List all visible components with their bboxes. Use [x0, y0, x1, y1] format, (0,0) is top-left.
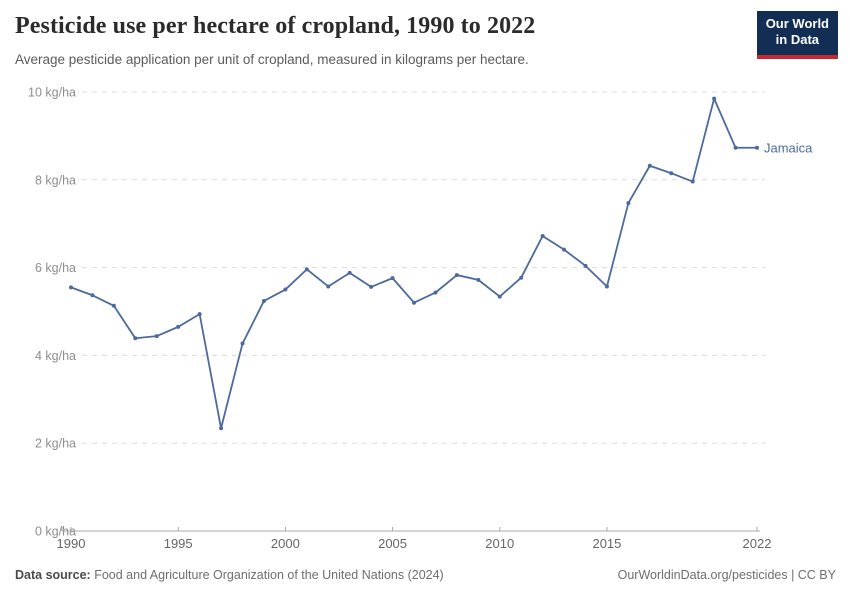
- owid-logo[interactable]: Our World in Data: [756, 11, 838, 59]
- page-subtitle: Average pesticide application per unit o…: [15, 52, 529, 67]
- series-end-label[interactable]: Jamaica: [764, 140, 813, 155]
- data-point-marker[interactable]: [604, 284, 609, 289]
- data-point-marker[interactable]: [583, 263, 588, 268]
- logo-line2: in Data: [775, 32, 820, 48]
- y-axis-tick-label: 0 kg/ha: [35, 525, 76, 539]
- footer-link[interactable]: OurWorldinData.org/pesticides | CC BY: [617, 568, 836, 582]
- y-axis-tick-label: 2 kg/ha: [35, 437, 76, 451]
- logo-line1: Our World: [765, 16, 829, 31]
- data-point-marker[interactable]: [669, 171, 674, 176]
- data-point-marker[interactable]: [90, 293, 95, 298]
- data-point-marker[interactable]: [176, 324, 181, 329]
- data-source-label: Data source:: [15, 568, 91, 582]
- data-point-marker[interactable]: [476, 277, 481, 282]
- x-axis-tick-label: 2022: [743, 536, 772, 551]
- chart-footer: Data source: Food and Agriculture Organi…: [15, 568, 836, 582]
- data-point-marker[interactable]: [690, 179, 695, 184]
- line-series-jamaica[interactable]: [70, 97, 758, 430]
- data-point-marker[interactable]: [712, 96, 717, 101]
- data-point-marker[interactable]: [647, 163, 652, 168]
- data-source-note: Data source: Food and Agriculture Organi…: [15, 568, 444, 582]
- data-point-marker[interactable]: [540, 233, 545, 238]
- data-point-marker[interactable]: [283, 287, 288, 292]
- x-axis-tick-label: 1990: [57, 536, 86, 551]
- x-axis-tick-label: 2010: [485, 536, 514, 551]
- data-point-marker[interactable]: [562, 247, 567, 252]
- data-point-marker[interactable]: [197, 312, 202, 317]
- y-axis-tick-label: 6 kg/ha: [35, 261, 76, 275]
- data-point-marker[interactable]: [497, 294, 502, 299]
- data-point-marker[interactable]: [69, 285, 73, 290]
- data-point-marker[interactable]: [433, 290, 438, 295]
- x-axis-tick-label: 2005: [378, 536, 407, 551]
- data-point-marker[interactable]: [390, 276, 395, 281]
- data-point-marker[interactable]: [626, 201, 631, 206]
- data-point-marker[interactable]: [347, 270, 352, 275]
- data-point-marker[interactable]: [111, 303, 116, 308]
- data-point-marker[interactable]: [261, 298, 266, 303]
- data-point-marker[interactable]: [326, 284, 331, 289]
- x-axis-tick-label: 2000: [271, 536, 300, 551]
- data-point-marker[interactable]: [454, 273, 459, 278]
- data-point-marker[interactable]: [219, 426, 224, 431]
- data-point-marker[interactable]: [304, 267, 309, 272]
- data-point-marker[interactable]: [412, 300, 416, 305]
- x-axis-tick-label: 1995: [164, 536, 193, 551]
- data-point-marker[interactable]: [240, 341, 245, 346]
- data-source-text: Food and Agriculture Organization of the…: [90, 568, 444, 582]
- page-title: Pesticide use per hectare of cropland, 1…: [15, 13, 536, 39]
- data-point-marker[interactable]: [133, 336, 138, 341]
- data-point-marker[interactable]: [519, 275, 524, 280]
- y-axis-tick-label: 10 kg/ha: [28, 86, 76, 100]
- y-axis-tick-label: 4 kg/ha: [35, 349, 76, 363]
- data-point-marker[interactable]: [755, 145, 759, 150]
- data-point-marker[interactable]: [733, 145, 738, 150]
- x-axis-tick-label: 2015: [592, 536, 621, 551]
- data-point-marker[interactable]: [369, 284, 374, 289]
- y-axis-tick-label: 8 kg/ha: [35, 173, 76, 187]
- data-point-marker[interactable]: [154, 334, 159, 339]
